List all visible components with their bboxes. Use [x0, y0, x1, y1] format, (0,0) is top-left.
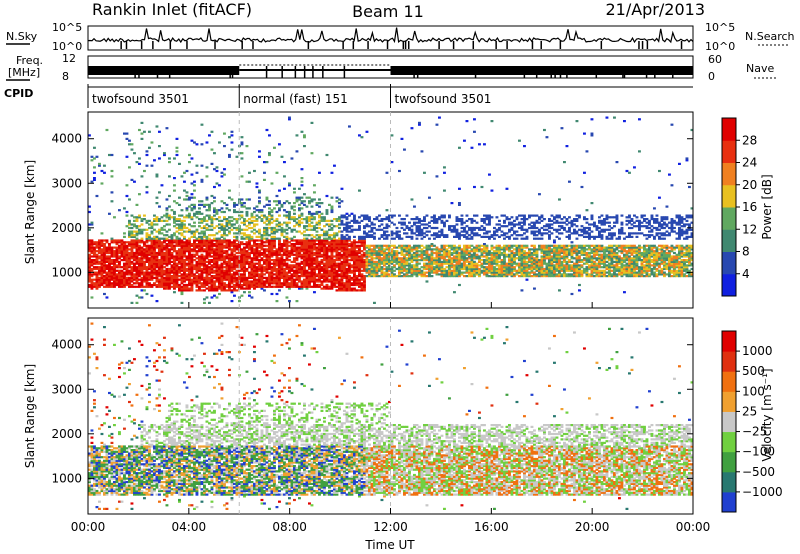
xtick-label: 04:00 [172, 520, 207, 534]
colorbar-tick: −100 [742, 445, 775, 459]
colorbar-swatch [722, 431, 736, 453]
cpid-mode-0: twofsound 3501 [92, 92, 189, 106]
colorbar-swatch [722, 351, 736, 372]
ytick-label: 4000 [51, 132, 82, 146]
xtick-label: 00:00 [676, 520, 711, 534]
cpid-mode-1: normal (fast) 151 [243, 92, 347, 106]
freq-tick-top: 12 [62, 52, 76, 65]
nsky-tick-top: 10^5 [52, 21, 82, 34]
velocity-ylabel: Slant Range [km] [23, 364, 37, 468]
ytick-label: 3000 [51, 176, 82, 190]
colorbar-swatch [722, 184, 736, 208]
ytick-label: 4000 [51, 338, 82, 352]
colorbar-swatch [722, 331, 736, 352]
cpid-panel: CPID twofsound 3501 normal (fast) 151 twof… [4, 84, 693, 108]
velocity-colorbar-label: Velocity [m s⁻¹] [760, 368, 774, 461]
colorbar-tick: 24 [742, 156, 757, 170]
noise-panel: N.Sky 10^5 10^0 10^5 10^0 N.Search [6, 21, 795, 53]
colorbar-tick: 16 [742, 200, 757, 214]
nsky-label: N.Sky [6, 30, 38, 43]
freq-tick-bottom: 8 [62, 70, 69, 83]
nsky-trace [87, 27, 694, 44]
colorbar-swatch [722, 371, 736, 392]
xtick-label: 08:00 [272, 520, 307, 534]
colorbar-tick: 28 [742, 133, 757, 147]
freq-unit: [MHz] [8, 66, 40, 79]
colorbar-tick: 20 [742, 178, 757, 192]
ytick-label: 1000 [51, 471, 82, 485]
power-colorbar: 4 8 12 16 20 24 28 Power [dB] [721, 117, 774, 297]
colorbar-swatch [722, 140, 736, 163]
ytick-label: 3000 [51, 382, 82, 396]
ytick-label: 1000 [51, 265, 82, 279]
colorbar-swatch [722, 411, 736, 433]
colorbar-tick: 25 [742, 404, 757, 418]
freq-panel: Freq. [MHz] 12 8 60 0 Nave [6, 52, 776, 83]
nsearch-label: N.Search [745, 30, 795, 43]
xtick-label: 12:00 [373, 520, 408, 534]
colorbar-tick: 8 [742, 245, 750, 259]
freq-band [88, 66, 240, 75]
colorbar-tick: 100 [742, 384, 765, 398]
colorbar-tick: 4 [742, 267, 750, 281]
nave-tick-top: 60 [708, 53, 722, 66]
station-title: Rankin Inlet (fitACF) [92, 0, 252, 19]
power-panel: 1000 2000 3000 4000 Slant Range [km] [23, 111, 694, 309]
nave-label: Nave [746, 62, 774, 75]
cpid-mode-2: twofsound 3501 [395, 92, 492, 106]
xtick-label: 16:00 [474, 520, 509, 534]
x-axis-label: Time UT [364, 538, 415, 552]
freq-label: Freq. [16, 54, 43, 67]
cpid-label: CPID [4, 87, 33, 100]
colorbar-swatch [722, 391, 736, 412]
colorbar-swatch [722, 471, 736, 493]
ytick-label: 2000 [51, 221, 82, 235]
xtick-label: 20:00 [575, 520, 610, 534]
colorbar-swatch [722, 162, 736, 186]
nsearch-tick-bottom: 10^0 [705, 40, 735, 53]
colorbar-tick: −25 [742, 425, 767, 439]
power-ylabel: Slant Range [km] [23, 160, 37, 264]
nsky-tick-bottom: 10^0 [52, 40, 82, 53]
colorbar-tick: −1000 [742, 485, 783, 499]
power-colorbar-label: Power [dB] [760, 174, 774, 239]
colorbar-swatch [722, 207, 736, 230]
ytick-label: 2000 [51, 427, 82, 441]
colorbar-tick: −500 [742, 465, 775, 479]
colorbar-tick: 1000 [742, 344, 773, 358]
freq-band [390, 66, 693, 75]
colorbar-swatch [722, 491, 736, 513]
beam-title: Beam 11 [352, 2, 424, 21]
velocity-colorbar: 1000 500 100 25 −25 −100 −500 −1000 Velocity [m… [721, 330, 783, 513]
colorbar-swatch [722, 118, 736, 141]
velocity-panel: 1000 2000 3000 4000 Slant Range [km] [23, 317, 694, 515]
colorbar-tick: 500 [742, 364, 765, 378]
nsearch-tick-top: 10^5 [705, 21, 735, 34]
nave-tick-bottom: 0 [708, 70, 715, 83]
colorbar-tick: 12 [742, 222, 757, 236]
colorbar-swatch [722, 229, 736, 252]
xtick-label: 00:00 [71, 520, 106, 534]
colorbar-swatch [722, 273, 736, 297]
date-title: 21/Apr/2013 [605, 0, 705, 19]
time-axis: 00:00 04:00 08:00 12:00 16:00 20:00 00:00 [71, 302, 711, 534]
colorbar-swatch [722, 451, 736, 473]
colorbar-swatch [722, 251, 736, 275]
